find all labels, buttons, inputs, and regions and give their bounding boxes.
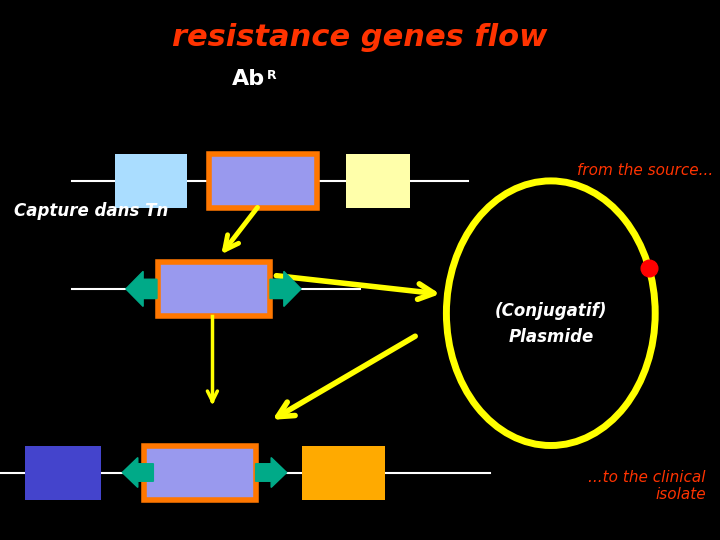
Text: resistance genes flow: resistance genes flow <box>172 23 548 52</box>
FancyBboxPatch shape <box>25 446 101 500</box>
Text: from the source...: from the source... <box>577 163 713 178</box>
Text: Capture dans Tn: Capture dans Tn <box>14 201 168 220</box>
FancyArrow shape <box>256 457 287 488</box>
FancyBboxPatch shape <box>302 446 385 500</box>
Text: R: R <box>266 69 276 82</box>
FancyBboxPatch shape <box>209 154 317 208</box>
FancyBboxPatch shape <box>346 154 410 208</box>
Text: Ab: Ab <box>232 69 265 89</box>
FancyArrow shape <box>122 457 153 488</box>
FancyBboxPatch shape <box>144 446 256 500</box>
FancyArrow shape <box>126 271 157 306</box>
Text: ...to the clinical
isolate: ...to the clinical isolate <box>588 470 706 502</box>
FancyBboxPatch shape <box>158 262 270 316</box>
FancyBboxPatch shape <box>115 154 187 208</box>
Text: (Conjugatif)
Plasmide: (Conjugatif) Plasmide <box>495 302 607 346</box>
FancyArrow shape <box>270 271 301 306</box>
